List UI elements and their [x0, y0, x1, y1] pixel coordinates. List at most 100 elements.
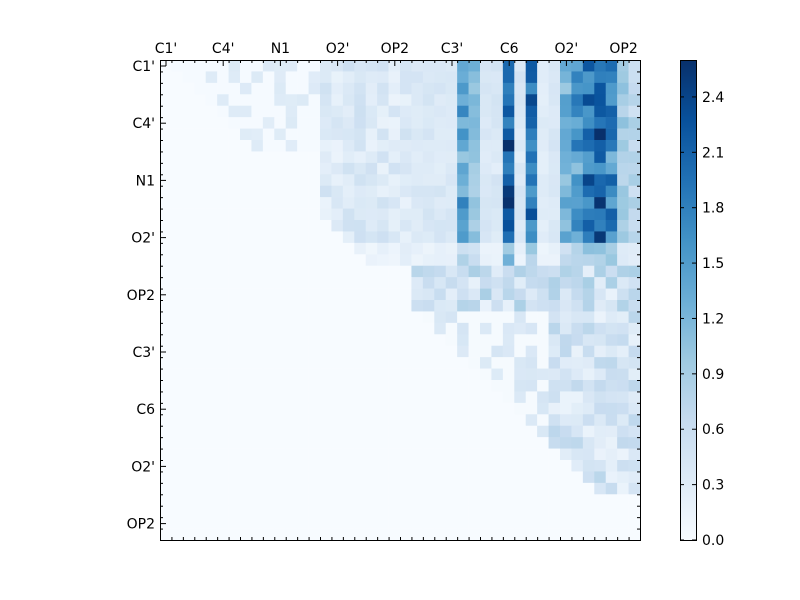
heatmap-cell [422, 448, 435, 461]
heatmap-cell [617, 368, 629, 381]
heatmap-cell [331, 242, 344, 255]
heatmap-cell [171, 117, 184, 129]
heatmap-cell [194, 288, 207, 301]
heatmap-cell [537, 357, 549, 369]
heatmap-cell [354, 128, 367, 141]
heatmap-cell [377, 231, 389, 244]
heatmap-cell [240, 494, 252, 507]
heatmap-cell [228, 471, 241, 484]
heatmap-cell [468, 151, 481, 164]
heatmap-cell [457, 334, 469, 347]
heatmap-cell [377, 517, 389, 529]
heatmap-cell [262, 300, 275, 312]
heatmap-cell [628, 357, 641, 369]
heatmap-cell [502, 277, 515, 289]
heatmap-cell [205, 105, 218, 118]
heatmap-cell [525, 185, 538, 198]
heatmap-cell [422, 460, 435, 472]
heatmap-cell [320, 128, 332, 141]
heatmap-cell [525, 151, 538, 164]
heatmap-cell [194, 140, 207, 152]
heatmap-cell [537, 528, 549, 541]
heatmap-cell [297, 82, 309, 95]
heatmap-cell [434, 322, 447, 335]
heatmap-cell [594, 94, 607, 107]
heatmap-cell [525, 368, 538, 381]
heatmap-cell [514, 505, 527, 518]
colorbar [680, 60, 697, 541]
heatmap-cell [331, 277, 344, 289]
heatmap-cell [582, 402, 595, 415]
heatmap-cell [228, 437, 241, 449]
heatmap-cell [285, 288, 298, 301]
heatmap-cell [182, 471, 195, 484]
heatmap-cell [445, 311, 458, 324]
heatmap-cell [365, 197, 378, 209]
heatmap-cell [594, 208, 607, 221]
heatmap-cell [422, 528, 435, 541]
heatmap-cell [617, 425, 629, 438]
heatmap-cell [217, 117, 229, 129]
heatmap-cell [605, 357, 618, 369]
heatmap-cell [525, 322, 538, 335]
heatmap-cell [525, 242, 538, 255]
heatmap-cell [525, 174, 538, 187]
heatmap-cell [468, 391, 481, 404]
heatmap-cell [160, 528, 172, 541]
heatmap-cell [308, 311, 321, 324]
heatmap-cell [240, 448, 252, 461]
heatmap-cell [342, 380, 355, 392]
heatmap-cell [205, 288, 218, 301]
heatmap-cell [628, 517, 641, 529]
heatmap-cell [171, 460, 184, 472]
heatmap-cell [502, 128, 515, 141]
heatmap-cell [297, 71, 309, 84]
heatmap-cell [262, 471, 275, 484]
heatmap-cell [491, 128, 504, 141]
heatmap-cell [400, 94, 412, 107]
heatmap-cell [560, 322, 572, 335]
heatmap-cell [617, 391, 629, 404]
heatmap-cell [594, 391, 607, 404]
heatmap-cell [285, 174, 298, 187]
heatmap-cell [502, 368, 515, 381]
heatmap-cell [308, 517, 321, 529]
heatmap-cell [480, 345, 492, 358]
heatmap-cell [320, 505, 332, 518]
heatmap-cell [514, 322, 527, 335]
heatmap-cell [605, 528, 618, 541]
heatmap-cell [388, 460, 401, 472]
heatmap-cell [525, 197, 538, 209]
heatmap-cell [297, 448, 309, 461]
heatmap-cell [160, 277, 172, 289]
heatmap-cell [160, 220, 172, 232]
heatmap-cell [365, 185, 378, 198]
heatmap-cell [274, 368, 287, 381]
heatmap-cell [525, 128, 538, 141]
heatmap-cell [285, 60, 298, 72]
heatmap-cell [160, 254, 172, 267]
heatmap-cell [491, 402, 504, 415]
heatmap-cell [251, 300, 264, 312]
heatmap-cell [251, 82, 264, 95]
heatmap-cell [205, 94, 218, 107]
heatmap-cell [240, 482, 252, 495]
heatmap-cell [457, 117, 469, 129]
heatmap-cell [308, 71, 321, 84]
heatmap-cell [297, 311, 309, 324]
heatmap-cell [468, 368, 481, 381]
heatmap-cell [422, 220, 435, 232]
heatmap-cell [388, 151, 401, 164]
heatmap-cell [582, 208, 595, 221]
heatmap-cell [240, 60, 252, 72]
heatmap-cell [411, 334, 424, 347]
heatmap-cell [400, 60, 412, 72]
heatmap-cell [582, 460, 595, 472]
heatmap-cell [434, 448, 447, 461]
heatmap-cell [411, 162, 424, 175]
heatmap-cell [537, 60, 549, 72]
heatmap-cell [617, 105, 629, 118]
heatmap-cell [411, 288, 424, 301]
heatmap-cell [274, 517, 287, 529]
heatmap-cell [617, 242, 629, 255]
